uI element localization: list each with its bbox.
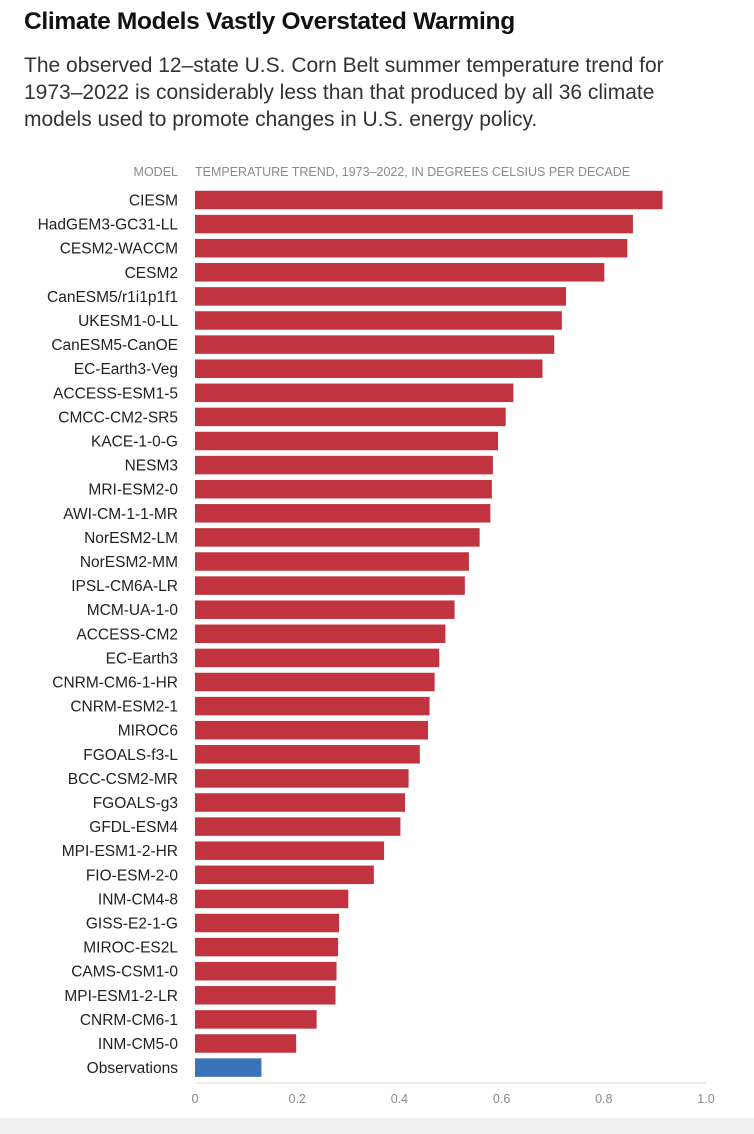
x-tick-label: 1.0 [697, 1092, 714, 1106]
model-bar [195, 937, 339, 957]
category-label: INM-CM4-8 [98, 891, 178, 908]
model-bar [195, 720, 429, 740]
model-bar [195, 769, 409, 788]
model-bar [195, 238, 628, 258]
category-label: UKESM1-0-LL [78, 313, 178, 330]
bottom-strip [0, 1118, 754, 1134]
category-label: INM-CM5-0 [98, 1036, 178, 1053]
model-bar [195, 745, 420, 764]
observations-label: Observations [87, 1060, 179, 1077]
model-bar [195, 214, 633, 234]
category-label: CanESM5/r1i1p1f1 [47, 289, 178, 306]
category-label: MRI-ESM2-0 [88, 482, 178, 499]
category-label: ACCESS-ESM1-5 [53, 385, 178, 402]
model-bar [195, 817, 401, 836]
model-bar [195, 913, 340, 933]
x-tick-label: 0 [192, 1092, 199, 1106]
x-tick-label: 0.8 [595, 1092, 612, 1106]
model-bar [195, 865, 374, 885]
x-tick-label: 0.4 [391, 1092, 408, 1106]
model-bar [195, 624, 446, 644]
model-bar [195, 263, 605, 282]
category-label: AWI-CM-1-1-MR [63, 506, 178, 523]
category-label: CESM2 [125, 265, 178, 282]
model-bar [195, 311, 562, 330]
category-label: MCM-UA-1-0 [87, 602, 179, 619]
model-bar [195, 479, 492, 499]
model-bar [195, 1034, 297, 1053]
model-bar [195, 576, 465, 595]
category-label: MPI-ESM1-2-HR [62, 843, 178, 860]
model-bar [195, 528, 480, 547]
model-bar [195, 287, 566, 306]
category-label: EC-Earth3-Veg [74, 361, 178, 378]
x-tick-label: 0.6 [493, 1092, 510, 1106]
category-label: FIO-ESM-2-0 [86, 867, 179, 884]
category-label: CNRM-ESM2-1 [70, 699, 178, 716]
x-tick-label: 0.2 [289, 1092, 306, 1106]
model-bar [195, 383, 514, 403]
category-label: CESM2-WACCM [60, 241, 178, 258]
category-label: NorESM2-LM [84, 530, 178, 547]
category-label: BCC-CSM2-MR [68, 771, 178, 788]
category-label: EC-Earth3 [106, 650, 178, 667]
category-label: MIROC6 [118, 723, 178, 740]
model-bar [195, 335, 555, 354]
category-label: CAMS-CSM1-0 [71, 964, 178, 981]
category-label: ACCESS-CM2 [76, 626, 178, 643]
model-bar [195, 600, 455, 619]
model-bar [195, 841, 385, 860]
model-bar [195, 648, 440, 668]
category-label: NorESM2-MM [80, 554, 178, 571]
model-bar [195, 431, 499, 451]
model-bar [195, 190, 663, 210]
model-bar [195, 407, 506, 427]
chart-title: Climate Models Vastly Overstated Warming [24, 8, 515, 35]
category-label: FGOALS-f3-L [83, 747, 178, 764]
category-label: HadGEM3-GC31-LL [38, 217, 179, 234]
model-bar [195, 793, 406, 812]
model-bar [195, 359, 543, 378]
model-bar [195, 672, 435, 692]
category-label: NESM3 [125, 458, 178, 475]
category-label: CNRM-CM6-1 [80, 1012, 178, 1029]
category-label: CNRM-CM6-1-HR [52, 675, 178, 692]
model-bar [195, 455, 493, 475]
category-label: FGOALS-g3 [93, 795, 178, 812]
category-label: CanESM5-CanOE [51, 337, 178, 354]
model-bar [195, 696, 430, 716]
chart-subtitle: The observed 12–state U.S. Corn Belt sum… [24, 54, 664, 131]
model-bar [195, 986, 336, 1005]
category-label: KACE-1-0-G [91, 434, 178, 451]
model-bar [195, 552, 469, 571]
model-bar [195, 1010, 317, 1029]
model-bar [195, 961, 337, 981]
category-label: IPSL-CM6A-LR [71, 578, 178, 595]
value-axis-header: TEMPERATURE TREND, 1973–2022, IN DEGREES… [195, 165, 630, 179]
category-label: MPI-ESM1-2-LR [64, 988, 178, 1005]
observations-bar [195, 1058, 262, 1077]
model-bar [195, 889, 349, 909]
category-label: MIROC-ES2L [83, 940, 178, 957]
category-label: CMCC-CM2-SR5 [58, 409, 178, 426]
category-label: GISS-E2-1-G [86, 916, 178, 933]
category-label: GFDL-ESM4 [89, 819, 178, 836]
category-header: MODEL [134, 165, 179, 179]
category-label: CIESM [129, 193, 178, 210]
model-bar [195, 504, 491, 523]
